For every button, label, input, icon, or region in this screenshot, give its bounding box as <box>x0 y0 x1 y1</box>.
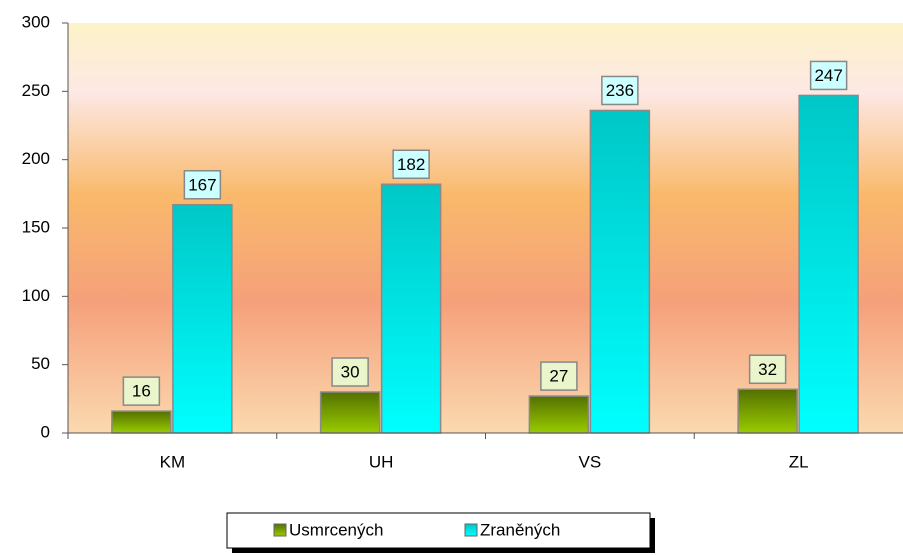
legend <box>226 512 651 549</box>
y-tick-label: 150 <box>22 217 50 236</box>
data-label: 30 <box>341 362 360 381</box>
y-tick-label: 100 <box>22 286 50 305</box>
data-label-box <box>392 149 430 180</box>
x-tick-label: KM <box>160 452 186 471</box>
bar <box>172 204 233 434</box>
data-label-box <box>540 361 578 391</box>
bar <box>319 391 381 434</box>
data-label: 236 <box>606 81 634 100</box>
data-label: 247 <box>814 66 842 85</box>
data-label-box <box>183 170 222 200</box>
legend-label: Usmrcených <box>289 520 383 539</box>
y-tick-label: 0 <box>41 422 50 441</box>
bar <box>798 94 859 434</box>
data-label-box <box>809 60 848 91</box>
legend-swatch <box>464 523 478 537</box>
data-label: 167 <box>188 175 216 194</box>
data-label: 27 <box>549 367 568 386</box>
data-label-box <box>601 75 639 106</box>
data-label: 182 <box>397 155 425 174</box>
bar <box>589 109 651 434</box>
bar <box>380 183 442 434</box>
y-tick-label: 250 <box>22 81 50 100</box>
data-label-box <box>122 376 161 406</box>
y-tick-label: 50 <box>31 354 50 373</box>
x-tick-label: UH <box>369 452 394 471</box>
legend-swatch <box>273 523 287 537</box>
bar <box>737 388 798 434</box>
data-label: 16 <box>132 382 151 401</box>
x-tick-label: ZL <box>789 452 809 471</box>
data-label: 32 <box>758 360 777 379</box>
data-label-box <box>331 357 369 387</box>
data-label-box <box>748 354 787 385</box>
y-tick-label: 200 <box>22 149 50 168</box>
x-tick-label: VS <box>579 452 602 471</box>
bar <box>528 395 590 434</box>
legend-label: Zraněných <box>480 520 560 539</box>
bar <box>111 410 172 434</box>
y-tick-label: 300 <box>22 12 50 31</box>
